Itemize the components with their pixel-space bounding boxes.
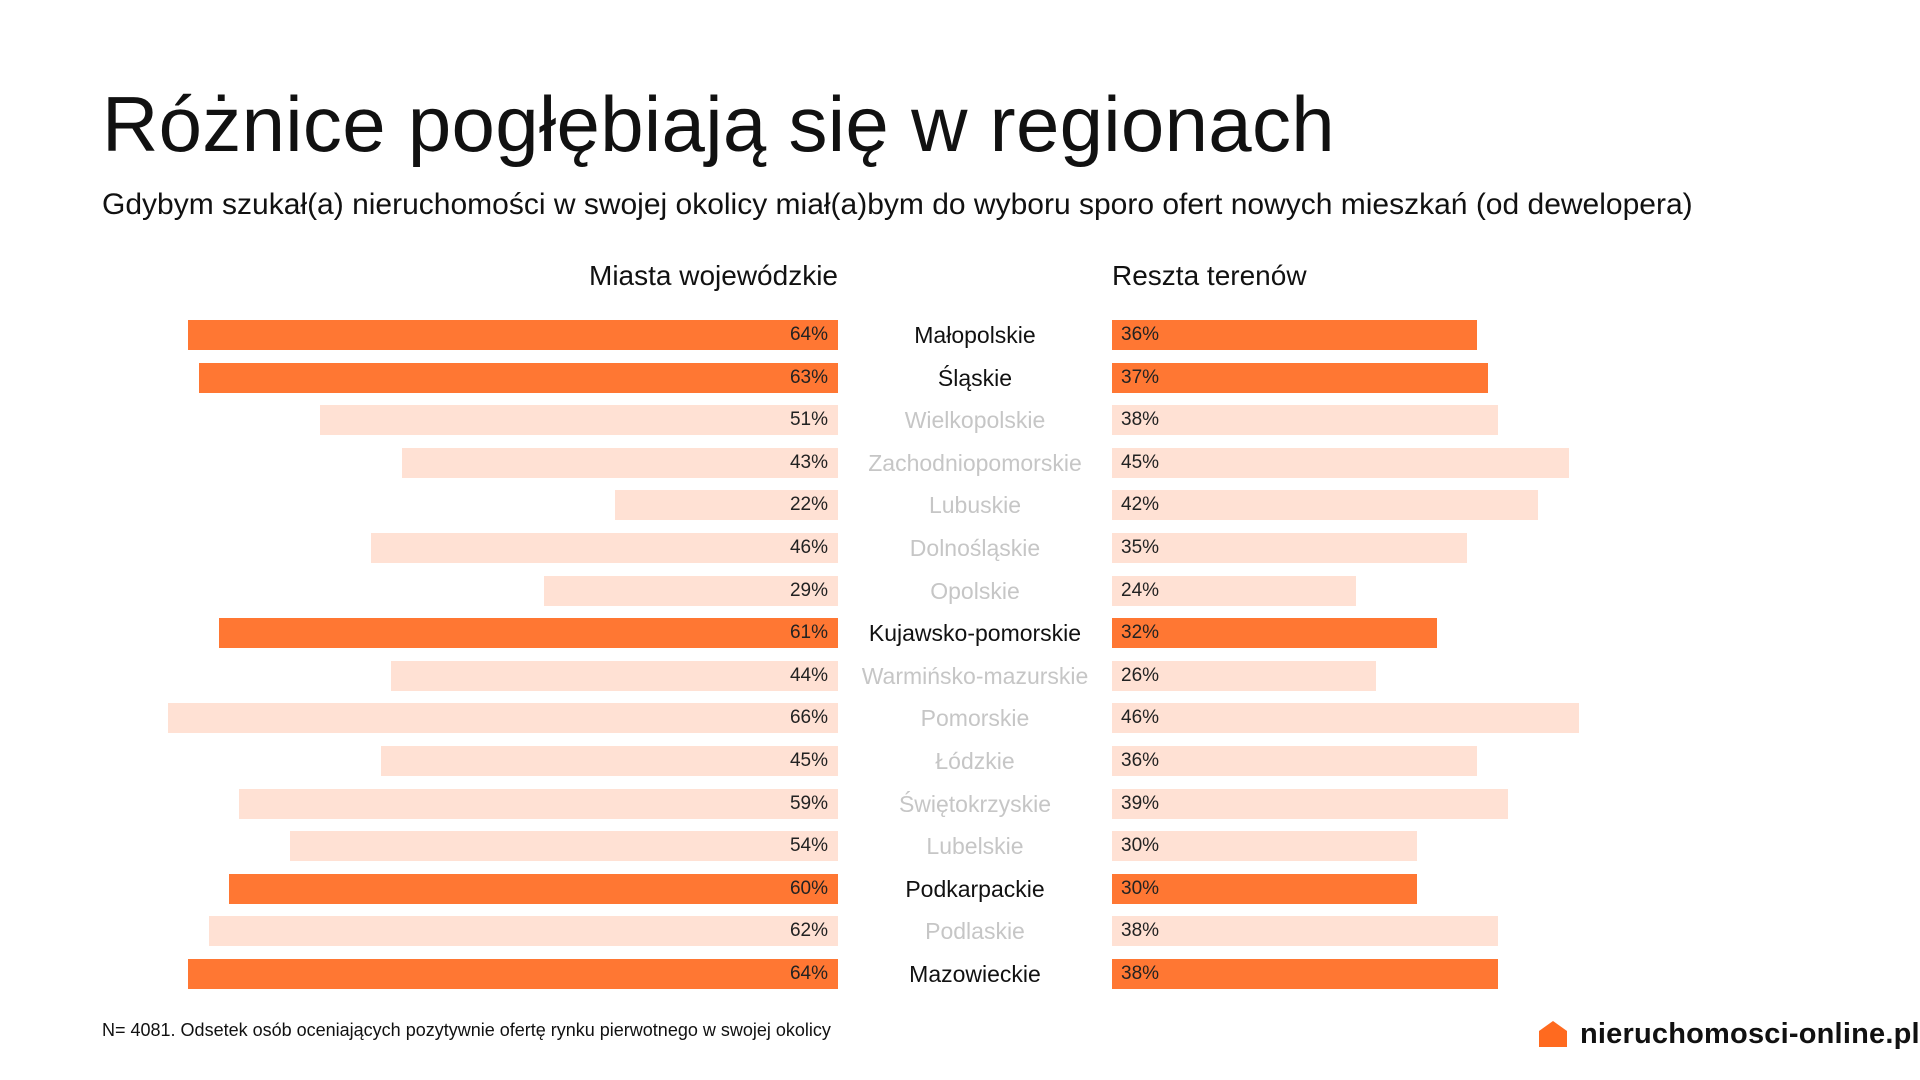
chart-row: 64% Mazowieckie 38%: [0, 959, 1920, 989]
region-label: Podlaskie: [925, 918, 1025, 945]
right-column-title: Reszta terenów: [1112, 260, 1307, 291]
bar-right: 24%: [1112, 575, 1356, 606]
page-subtitle: Gdybym szukał(a) nieruchomości w swojej …: [102, 188, 1693, 221]
region-label: Warmińsko-mazurskie: [861, 662, 1089, 689]
bar-left: 64%: [188, 959, 838, 989]
chart-row: 60% Podkarpackie 30%: [0, 873, 1920, 904]
chart-row: 43% Zachodniopomorskie 45%: [0, 447, 1920, 478]
region-label: Kujawsko-pomorskie: [868, 620, 1082, 647]
bar-right: 39%: [1112, 788, 1508, 819]
chart-row: 46% Dolnośląskie 35%: [0, 533, 1920, 563]
region-label: Pomorskie: [920, 705, 1030, 732]
region-label: Lubelskie: [926, 833, 1024, 860]
region-label: Opolskie: [930, 577, 1020, 604]
chart-row: 61% Kujawsko-pomorskie 32%: [0, 618, 1920, 649]
bar-left: 60%: [229, 873, 838, 904]
bar-right: 42%: [1112, 490, 1539, 521]
bar-right: 30%: [1112, 831, 1417, 862]
bar-right: 35%: [1112, 533, 1468, 563]
region-label: Lubuskie: [928, 492, 1022, 519]
bar-left: 43%: [401, 447, 838, 478]
bar-right: 26%: [1112, 660, 1376, 691]
bar-right: 38%: [1112, 916, 1498, 947]
bar-right: 30%: [1112, 873, 1417, 904]
region-label: Podkarpackie: [905, 875, 1045, 902]
house-icon: [1539, 1021, 1567, 1047]
bar-right: 32%: [1112, 618, 1437, 649]
bar-left: 61%: [218, 618, 838, 649]
brand-logo[interactable]: nieruchomosci-online.pl: [1538, 1016, 1920, 1052]
region-label: Mazowieckie: [909, 961, 1041, 987]
bar-left: 44%: [391, 660, 838, 691]
logo-text: nieruchomosci-online.pl: [1580, 1017, 1920, 1050]
footnote: N= 4081. Odsetek osób oceniających pozyt…: [102, 1020, 831, 1040]
bar-left: 59%: [239, 788, 838, 819]
region-label: Świętokrzyskie: [898, 790, 1052, 817]
region-label: Śląskie: [937, 364, 1013, 391]
bar-right: 38%: [1112, 959, 1498, 989]
chart-row: 66% Pomorskie 46%: [0, 703, 1920, 734]
chart-row: 63% Śląskie 37%: [0, 362, 1920, 393]
chart-row: 54% Lubelskie 30%: [0, 831, 1920, 862]
bar-right: 36%: [1112, 320, 1478, 350]
chart-row: 59% Świętokrzyskie 39%: [0, 788, 1920, 819]
bar-right: 45%: [1112, 447, 1569, 478]
page-title: Różnice pogłębiają się w regionach: [102, 80, 1335, 168]
bar-left: 45%: [381, 746, 838, 776]
left-column-title: Miasta wojewódzkie: [589, 260, 838, 291]
chart-row: 51% Wielkopolskie 38%: [0, 405, 1920, 436]
bar-left: 46%: [371, 533, 838, 563]
bar-left: 22%: [614, 490, 838, 521]
bar-right: 46%: [1112, 703, 1579, 734]
region-label: Łódzkie: [935, 748, 1015, 774]
bar-left: 54%: [289, 831, 838, 862]
bar-left: 51%: [320, 405, 838, 436]
bar-left: 63%: [198, 362, 838, 393]
chart-row: 29% Opolskie 24%: [0, 575, 1920, 606]
chart-row: 62% Podlaskie 38%: [0, 916, 1920, 947]
region-label: Zachodniopomorskie: [868, 449, 1082, 476]
region-label: Wielkopolskie: [904, 407, 1046, 434]
region-label: Dolnośląskie: [909, 535, 1041, 561]
bar-right: 36%: [1112, 746, 1478, 776]
bar-left: 66%: [168, 703, 838, 734]
bar-left: 62%: [208, 916, 838, 947]
chart-row: 22% Lubuskie 42%: [0, 490, 1920, 521]
bar-left: 64%: [188, 320, 838, 350]
chart-row: 45% Łódzkie 36%: [0, 746, 1920, 776]
chart-row: 64% Małopolskie 36%: [0, 320, 1920, 350]
region-label: Małopolskie: [914, 322, 1036, 348]
bar-left: 29%: [543, 575, 838, 606]
chart-row: 44% Warmińsko-mazurskie 26%: [0, 660, 1920, 691]
bar-right: 38%: [1112, 405, 1498, 436]
bar-right: 37%: [1112, 362, 1488, 393]
